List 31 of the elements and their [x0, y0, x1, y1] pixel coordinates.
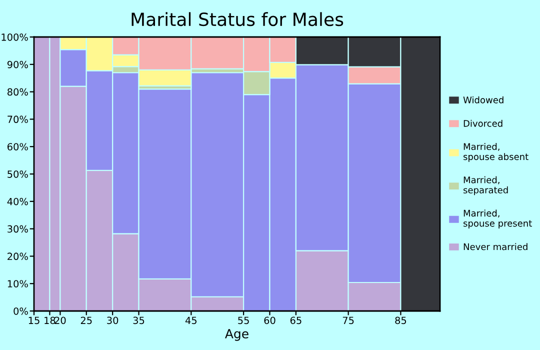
y-tick-label: 50%	[8, 170, 28, 178]
legend-label: Widowed	[463, 96, 504, 104]
x-tick-label: 18	[44, 316, 56, 324]
legend-label: Married, separated	[464, 176, 508, 196]
x-tick-label: 85	[395, 316, 406, 324]
x-tick-label: 30	[107, 316, 118, 324]
x-tick-label: 65	[290, 316, 302, 324]
x-tick-label: 45	[185, 316, 196, 324]
y-tick-label: 20%	[8, 252, 28, 260]
legend-label: Married, spouse absent	[464, 143, 528, 162]
x-tick-label: 55	[238, 316, 249, 324]
y-tick-label: 90%	[7, 60, 28, 68]
y-tick-label: 30%	[8, 225, 28, 233]
y-tick-label: 10%	[8, 280, 28, 288]
chart-title: Marital Status for Males	[132, 12, 344, 26]
y-tick-label: 60%	[8, 143, 28, 150]
legend-label: Married, spouse present	[464, 210, 532, 228]
y-tick-label: 100%	[2, 33, 28, 41]
y-tick-label: 70%	[8, 116, 28, 124]
legend-label: Divorced	[464, 120, 502, 127]
x-tick-label: 60	[264, 316, 276, 324]
x-tick-label: 35	[133, 316, 144, 324]
y-tick-label: 80%	[7, 88, 28, 96]
x-tick-label: 25	[80, 316, 92, 324]
x-tick-label: 75	[342, 316, 354, 324]
y-tick-label: 40%	[7, 198, 28, 206]
x-tick-label: 20	[54, 316, 66, 324]
x-tick-label: 15	[28, 316, 40, 324]
legend-label: Never married	[464, 243, 528, 250]
x-axis-title: Age	[225, 329, 248, 341]
y-tick-label: 0%	[14, 307, 28, 315]
